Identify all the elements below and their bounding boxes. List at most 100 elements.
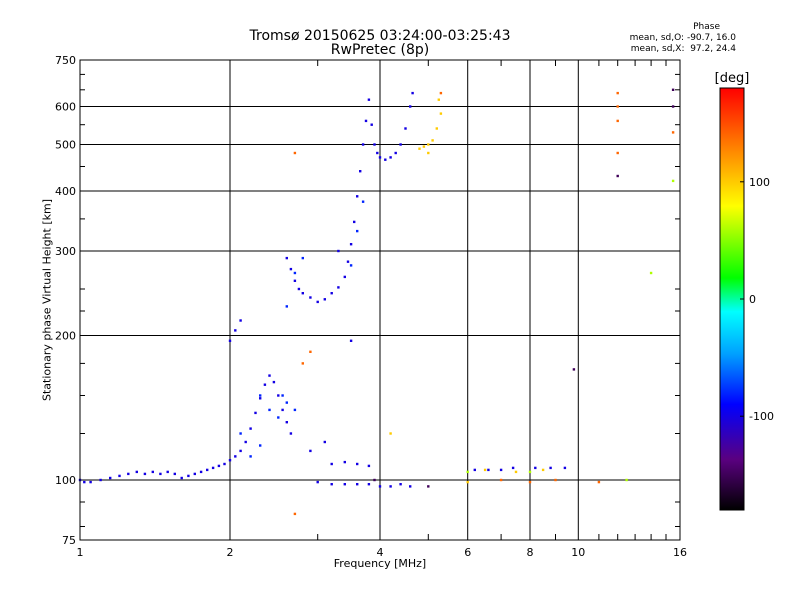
data-point (193, 472, 196, 476)
data-point (466, 480, 469, 484)
data-point (370, 123, 373, 126)
data-point (549, 466, 552, 470)
data-point (309, 296, 312, 299)
y-tick-label: 750 (55, 54, 76, 67)
grid (79, 59, 681, 541)
data-point (239, 319, 242, 322)
data-point (83, 480, 86, 484)
data-point (499, 468, 503, 472)
x-tick-label: 10 (571, 546, 585, 559)
data-point (259, 444, 262, 447)
data-point (439, 112, 443, 115)
data-point (293, 271, 297, 275)
data-point (671, 179, 675, 183)
data-point (399, 143, 402, 146)
data-point (309, 449, 312, 453)
data-point (439, 91, 443, 95)
data-point (349, 339, 353, 342)
data-point (330, 292, 333, 295)
x-tick-label: 1 (77, 546, 84, 559)
data-point (173, 472, 176, 476)
data-point (427, 485, 430, 488)
data-point (109, 476, 112, 480)
y-tick-label: 100 (55, 474, 76, 487)
data-point (281, 408, 284, 412)
data-point (239, 432, 242, 435)
data-point (563, 466, 567, 470)
data-point (285, 401, 288, 404)
data-point (199, 470, 203, 474)
y-tick-label: 300 (55, 245, 76, 258)
data-point (349, 243, 353, 246)
x-tick-label: 4 (377, 546, 384, 559)
data-point (367, 483, 371, 486)
data-point (616, 119, 619, 123)
data-point (159, 472, 162, 476)
data-point (228, 339, 232, 342)
x-tick-label: 6 (464, 546, 471, 559)
data-point (118, 474, 121, 478)
data-point (389, 485, 392, 488)
data-point (263, 383, 267, 386)
data-point (597, 480, 601, 484)
data-point (281, 394, 284, 397)
data-point (399, 483, 402, 486)
chart-subtitle: RwPretec (8p) (330, 42, 430, 58)
data-point (285, 256, 288, 260)
data-point (514, 470, 518, 474)
y-tick-label: 200 (55, 330, 76, 343)
plot-frame (79, 59, 681, 541)
data-point (364, 119, 368, 123)
data-point (277, 416, 280, 419)
data-point (293, 151, 297, 155)
data-point (418, 147, 421, 150)
data-point (616, 174, 619, 178)
data-points (78, 88, 675, 516)
data-point (356, 195, 359, 198)
axis-ticks: 1 2 4 6 8 10 16 75 100 200 300 400 500 600 750 (55, 54, 687, 559)
x-tick-label: 16 (673, 546, 687, 559)
data-point (223, 462, 226, 466)
data-point (534, 466, 537, 470)
data-point (404, 127, 407, 130)
data-point (353, 220, 356, 224)
data-point (356, 483, 359, 486)
data-point (378, 485, 382, 488)
data-point (337, 286, 340, 289)
colorbar-tick-label: 100 (749, 176, 770, 189)
y-tick-label: 75 (62, 534, 76, 547)
data-point (272, 380, 276, 384)
data-point (435, 127, 438, 130)
data-point (180, 476, 183, 480)
data-point (297, 287, 301, 291)
data-point (330, 483, 333, 486)
data-point (99, 478, 102, 482)
phase-stats-x: mean, sd,X: 97.2, 24.4 (630, 44, 736, 54)
data-point (268, 408, 271, 412)
data-point (389, 156, 392, 159)
data-point (323, 440, 326, 444)
data-point (316, 480, 319, 484)
data-point (394, 151, 397, 155)
data-point (239, 449, 242, 453)
data-point (343, 483, 346, 486)
data-point (378, 156, 382, 159)
data-point (409, 485, 412, 488)
data-point (135, 470, 138, 474)
data-point (361, 143, 365, 146)
data-point (427, 151, 430, 155)
data-point (301, 292, 304, 295)
data-point (376, 151, 379, 155)
data-point (356, 229, 359, 233)
data-point (572, 368, 576, 371)
data-point (616, 151, 619, 155)
data-point (528, 470, 532, 474)
data-point (293, 408, 297, 412)
data-point (301, 362, 304, 365)
x-tick-label: 8 (527, 546, 534, 559)
data-point (337, 249, 340, 253)
data-point (211, 466, 215, 470)
data-point (254, 411, 257, 415)
data-point (384, 158, 387, 161)
